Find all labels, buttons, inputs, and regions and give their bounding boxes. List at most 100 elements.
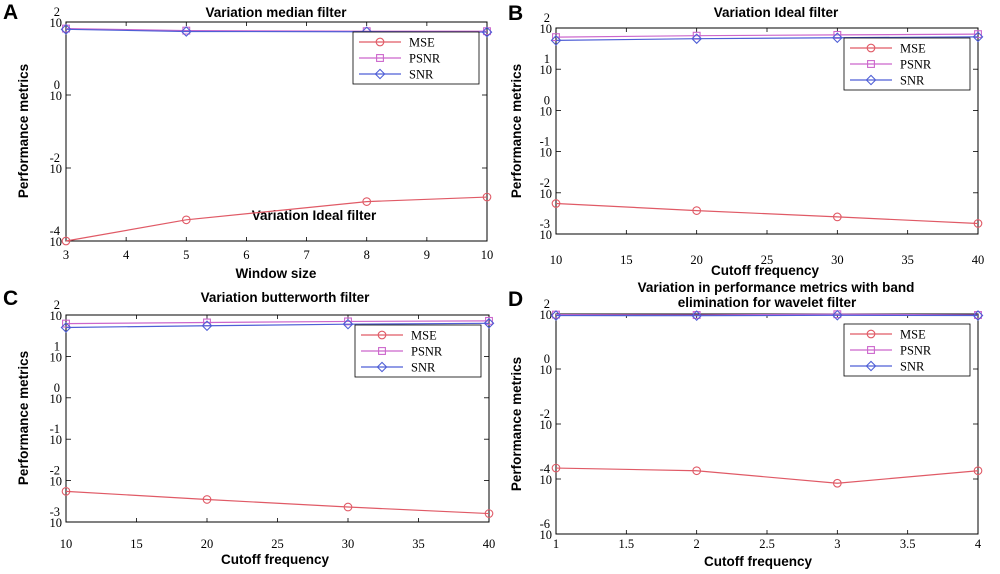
data-point-mse: [973, 466, 983, 476]
overlapping-title-text: Variation Ideal filter: [252, 208, 377, 223]
y-tick-label-base: 10: [540, 187, 553, 201]
series-line-snr: [555, 36, 979, 42]
y-tick-label-base: 10: [50, 89, 63, 103]
series-mse: [61, 192, 492, 246]
panel-letter: D: [508, 288, 523, 311]
y-tick-label-exponent: -2: [50, 464, 60, 478]
data-point-snr: [831, 309, 843, 321]
y-tick-label-exponent: 2: [544, 11, 550, 25]
x-tick-label: 10: [60, 537, 73, 551]
y-axis-label: Performance metrics: [16, 64, 31, 198]
legend: MSE PSNR SNR: [352, 31, 480, 85]
y-tick-label-exponent: -2: [50, 151, 60, 165]
series-line-mse: [555, 467, 979, 484]
series-line-psnr: [65, 320, 490, 325]
panel-letter: A: [3, 1, 18, 24]
x-tick-label: 25: [271, 537, 284, 551]
y-tick-label-exponent: 2: [54, 5, 60, 19]
series-mse: [61, 486, 494, 518]
y-tick-label-base: 10: [540, 473, 553, 487]
data-point-snr: [201, 320, 213, 332]
legend-swatch-marker: [867, 60, 875, 68]
x-tick-label: 30: [831, 253, 844, 267]
data-point-mse: [973, 219, 983, 228]
data-point-mse: [343, 502, 353, 512]
series-mse: [551, 463, 983, 488]
x-tick-label: 3: [63, 248, 69, 262]
data-point-snr: [342, 318, 354, 330]
series-line-mse: [65, 490, 490, 515]
data-point-snr: [972, 31, 984, 43]
x-tick-label: 8: [364, 248, 370, 262]
y-tick-label-base: 10: [50, 16, 63, 30]
legend-entry-label: PSNR: [900, 344, 932, 358]
chart-panel-a: A Variation median filter Variation Ideal …: [3, 1, 493, 281]
legend-entry-label: PSNR: [409, 52, 441, 66]
y-tick-label-base: 10: [50, 309, 63, 323]
x-tick-label: 15: [130, 537, 143, 551]
x-tick-label: 35: [412, 537, 425, 551]
chart-title: Variation median filter: [205, 5, 347, 20]
series-line-snr: [65, 322, 490, 329]
y-axis-label: Performance metrics: [16, 351, 31, 485]
x-tick-label: 10: [481, 248, 494, 262]
legend-entry-label: PSNR: [411, 345, 443, 359]
y-tick-label-base: 10: [540, 418, 553, 432]
chart-title-line-1: Variation in performance metrics with ba…: [638, 280, 915, 295]
legend-swatch-marker: [375, 37, 385, 47]
y-tick-label-exponent: 1: [544, 52, 550, 66]
x-axis-label: Cutoff frequency: [221, 552, 329, 567]
data-point-psnr: [344, 317, 352, 326]
y-tick-label-exponent: -1: [540, 135, 550, 149]
x-tick-label: 2: [694, 537, 700, 551]
data-point-snr: [180, 26, 192, 37]
legend-entry-label: SNR: [409, 68, 434, 82]
data-point-mse: [362, 197, 372, 206]
legend-swatch-marker: [865, 74, 877, 86]
series-psnr: [62, 316, 493, 328]
data-point-snr: [550, 35, 562, 46]
y-tick-label-exponent: 1: [54, 339, 60, 353]
y-tick-label-exponent: 0: [54, 78, 60, 92]
x-tick-label: 4: [975, 537, 982, 551]
legend-entry-label: SNR: [900, 74, 925, 88]
series-line-mse: [555, 202, 979, 225]
legend: MSE PSNR SNR: [843, 37, 971, 91]
chart-panel-d: D Variation in performance metrics with b…: [508, 280, 984, 569]
legend: MSE PSNR SNR: [354, 324, 482, 378]
legend-swatch-marker: [378, 347, 386, 355]
legend-swatch-marker: [866, 43, 876, 53]
x-tick-label: 9: [424, 248, 430, 262]
y-tick-label-base: 10: [50, 433, 63, 447]
legend-swatch-marker: [376, 361, 388, 373]
y-tick-label-exponent: -2: [540, 407, 550, 421]
data-point-mse: [484, 509, 494, 518]
chart-title: Variation Ideal filter: [714, 5, 839, 20]
data-point-mse: [61, 486, 71, 496]
y-tick-label-base: 10: [50, 162, 63, 176]
x-tick-label: 6: [243, 248, 249, 262]
y-tick-label-base: 10: [540, 104, 553, 118]
legend-swatch-marker: [865, 360, 877, 372]
y-tick-label-base: 10: [540, 528, 553, 542]
y-tick-label-base: 10: [50, 475, 63, 489]
data-point-mse: [832, 212, 842, 222]
y-tick-label-base: 10: [540, 146, 553, 160]
series-mse: [551, 199, 983, 228]
data-point-psnr: [552, 33, 560, 42]
legend-entry-label: SNR: [900, 360, 925, 374]
chart-title: Variation butterworth filter: [201, 290, 371, 305]
x-tick-label: 3: [834, 537, 840, 551]
series-snr: [550, 309, 984, 322]
legend-entry-label: MSE: [411, 329, 437, 343]
y-axis-label: Performance metrics: [509, 357, 524, 491]
x-axis-label: Cutoff frequency: [711, 263, 819, 278]
data-point-psnr: [974, 30, 982, 39]
x-tick-label: 10: [550, 253, 563, 267]
legend-entry-label: MSE: [900, 328, 926, 342]
data-point-mse: [551, 199, 561, 208]
data-point-snr: [483, 317, 495, 329]
